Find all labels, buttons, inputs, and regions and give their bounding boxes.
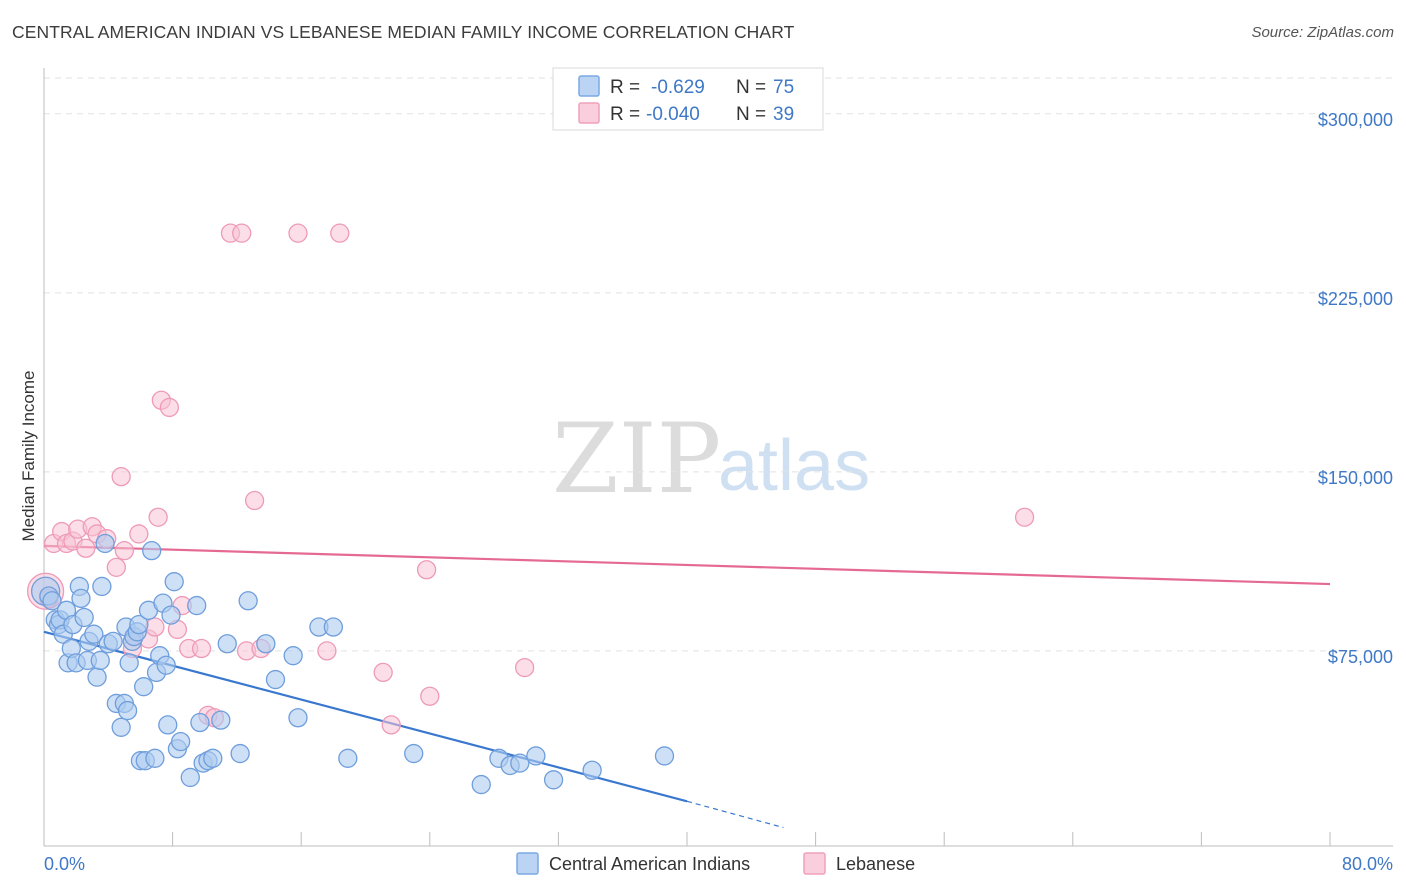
trend-lines bbox=[43, 544, 1331, 829]
central-american-indian-point bbox=[170, 731, 191, 752]
central-american-indian-point bbox=[111, 717, 131, 737]
legend-n-label-blue: N = bbox=[736, 77, 766, 98]
lebanese-point bbox=[514, 657, 535, 678]
y-tick-label-225000: $225,000 bbox=[1318, 289, 1393, 309]
central-american-indian-point bbox=[92, 576, 112, 597]
lebanese-point bbox=[114, 540, 135, 561]
lebanese-point bbox=[145, 617, 165, 637]
central-american-indian-point bbox=[117, 700, 138, 721]
x-tick-label-min: 0.0% bbox=[44, 854, 85, 874]
central-american-indian-point bbox=[510, 753, 530, 773]
source-label: Source: ZipAtlas.com bbox=[1251, 24, 1394, 41]
bottom-legend-swatch-pink bbox=[803, 852, 826, 875]
lebanese-point bbox=[317, 641, 337, 661]
central-american-indian-point bbox=[265, 669, 286, 690]
central-american-indian-point bbox=[156, 655, 176, 675]
central-american-indian-point bbox=[338, 748, 358, 768]
central-american-indian-point bbox=[103, 631, 123, 652]
central-american-indian-point bbox=[323, 617, 344, 637]
legend-r-value-pink: -0.040 bbox=[646, 104, 700, 125]
legend-n-label-pink: N = bbox=[736, 104, 766, 125]
lebanese-point bbox=[106, 557, 126, 578]
central-american-indian-point bbox=[203, 748, 223, 768]
lebanese-point bbox=[244, 490, 265, 511]
central-american-indian-point bbox=[42, 591, 62, 611]
central-american-indian-point bbox=[134, 677, 154, 697]
legend: R = -0.629 N = 75 R = -0.040 N = 39 bbox=[552, 67, 824, 131]
trend-line-extension-central-american-indians bbox=[686, 800, 784, 829]
lebanese-point bbox=[76, 538, 96, 558]
y-tick-label-150000: $150,000 bbox=[1318, 468, 1393, 488]
central-american-indian-point bbox=[90, 650, 110, 671]
central-american-indian-point bbox=[71, 588, 91, 609]
central-american-indian-point bbox=[84, 624, 104, 644]
central-american-indian-point bbox=[190, 712, 210, 733]
y-tick-label-300000: $300,000 bbox=[1318, 110, 1393, 130]
central-american-indian-point bbox=[158, 715, 178, 735]
trend-line-lebanese bbox=[43, 544, 1331, 586]
lebanese-point bbox=[1014, 507, 1035, 527]
legend-n-value-pink: 39 bbox=[773, 104, 794, 125]
lebanese-point bbox=[416, 560, 437, 580]
x-tick-label-max: 80.0% bbox=[1342, 854, 1393, 874]
bottom-legend-swatch-blue bbox=[516, 852, 539, 875]
central-american-indian-point bbox=[180, 767, 200, 788]
legend-swatch-pink bbox=[578, 102, 600, 124]
y-tick-labels: $75,000 $150,000 $225,000 $300,000 bbox=[1318, 110, 1393, 667]
central-american-indian-point bbox=[142, 540, 162, 561]
central-american-indian-point bbox=[582, 760, 602, 780]
central-american-indian-point bbox=[161, 605, 181, 625]
central-american-indian-point bbox=[404, 743, 424, 764]
axes bbox=[43, 68, 1393, 847]
bottom-legend-label-blue: Central American Indians bbox=[549, 854, 750, 874]
y-tick-label-75000: $75,000 bbox=[1328, 647, 1393, 667]
central-american-indian-point bbox=[654, 746, 675, 766]
legend-r-label-pink: R = bbox=[610, 104, 640, 125]
central-american-indian-point bbox=[238, 591, 258, 611]
lebanese-point bbox=[420, 686, 440, 706]
central-american-indian-point bbox=[87, 667, 107, 687]
lebanese-point bbox=[373, 662, 393, 683]
central-american-indian-point bbox=[256, 634, 276, 654]
lebanese-point bbox=[148, 507, 168, 527]
legend-r-value-blue: -0.629 bbox=[651, 77, 705, 98]
lebanese-point bbox=[159, 397, 180, 418]
lebanese-points bbox=[26, 223, 1035, 735]
bottom-legend-label-pink: Lebanese bbox=[836, 854, 915, 874]
central-american-indian-point bbox=[164, 572, 184, 592]
lebanese-point bbox=[381, 715, 401, 735]
central-american-indian-point bbox=[119, 653, 139, 673]
central-american-indian-point bbox=[95, 533, 115, 554]
legend-r-label-blue: R = bbox=[610, 77, 640, 98]
central-american-indian-point bbox=[187, 595, 207, 616]
central-american-indian-point bbox=[471, 774, 491, 795]
central-american-indian-point bbox=[217, 634, 237, 654]
legend-n-value-blue: 75 bbox=[773, 77, 794, 98]
lebanese-point bbox=[191, 638, 212, 659]
watermark-zip: ZIP bbox=[552, 403, 721, 515]
bottom-legend: Central American Indians Lebanese bbox=[516, 852, 915, 875]
central-american-indian-point bbox=[543, 770, 564, 790]
central-american-indian-point bbox=[74, 607, 94, 628]
central-american-indian-points bbox=[30, 533, 675, 795]
chart-title: CENTRAL AMERICAN INDIAN VS LEBANESE MEDI… bbox=[12, 22, 795, 42]
central-american-indian-point bbox=[211, 710, 231, 730]
central-american-indian-point bbox=[129, 614, 149, 635]
central-american-indian-point bbox=[230, 743, 250, 764]
lebanese-point bbox=[232, 223, 252, 243]
lebanese-point bbox=[129, 524, 149, 544]
central-american-indian-point bbox=[145, 748, 165, 768]
lebanese-point bbox=[330, 223, 350, 243]
watermark-atlas: atlas bbox=[718, 426, 870, 506]
lebanese-point bbox=[288, 223, 308, 243]
legend-swatch-blue bbox=[578, 75, 600, 97]
central-american-indian-point bbox=[283, 646, 303, 666]
y-axis-title: Median Family Income bbox=[19, 370, 38, 541]
lebanese-point bbox=[111, 466, 131, 487]
central-american-indian-point bbox=[288, 708, 308, 728]
central-american-indian-point bbox=[526, 746, 546, 766]
